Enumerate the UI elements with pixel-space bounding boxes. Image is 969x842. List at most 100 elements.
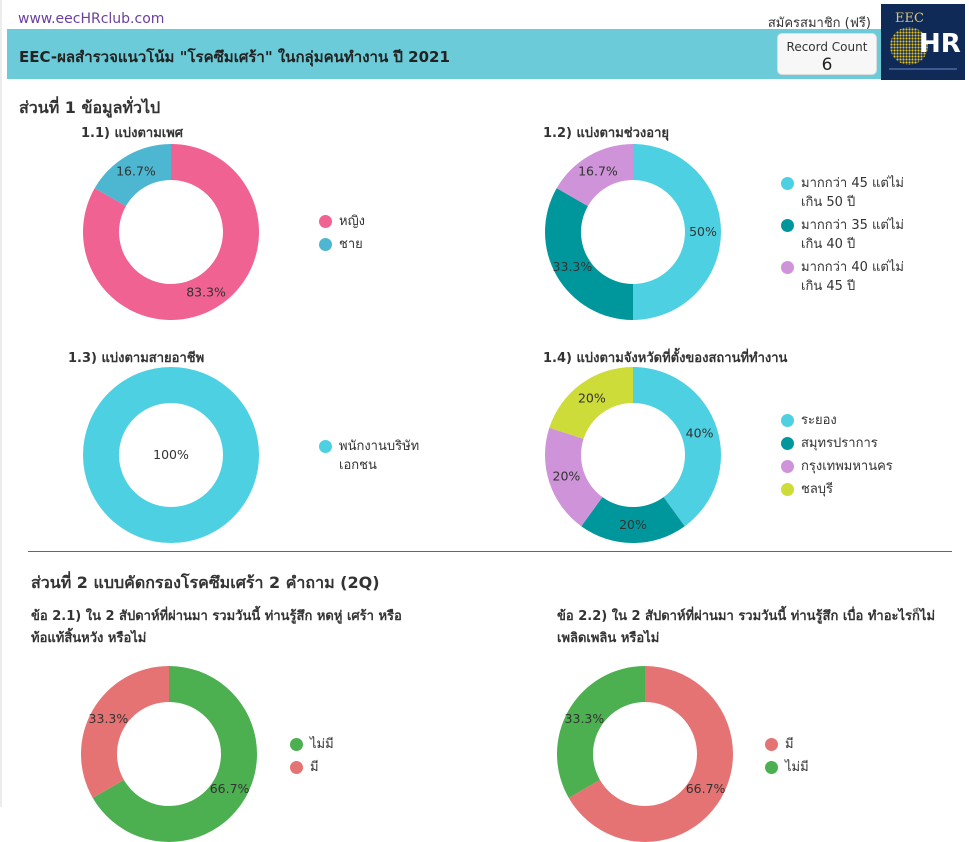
legend-label: เอกชน xyxy=(339,458,377,473)
legend-swatch xyxy=(781,177,794,190)
legend-swatch xyxy=(765,738,778,751)
legend-swatch xyxy=(781,219,794,232)
donut-chart-age[interactable]: 50% 33.3% 16.7% xyxy=(545,144,721,320)
slice-data-label: 20% xyxy=(619,517,647,532)
slice-data-label: 33.3% xyxy=(89,711,129,726)
legend-item[interactable]: ไม่มี xyxy=(290,735,334,754)
legend-item[interactable]: ระยอง xyxy=(781,411,893,430)
record-count-label: Record Count xyxy=(786,40,868,54)
legend-item[interactable]: ไม่มี xyxy=(765,758,809,777)
legend-label: หญิง xyxy=(339,214,365,229)
legend-item[interactable]: มี xyxy=(290,758,334,777)
slice-data-label: 20% xyxy=(553,469,581,484)
logo-text-hr: HR xyxy=(919,29,961,59)
donut-chart-q2-2[interactable]: 66.7% 33.3% xyxy=(557,666,733,842)
legend-label: มากกว่า 45 แต่ไม่ xyxy=(801,176,904,191)
legend-swatch xyxy=(781,460,794,473)
donut-slice[interactable] xyxy=(83,367,259,543)
donut-chart-career[interactable]: 100% xyxy=(83,367,259,543)
slice-data-label: 66.7% xyxy=(210,781,250,796)
slice-data-label: 66.7% xyxy=(686,781,726,796)
legend-label: มี xyxy=(310,760,319,775)
legend-label: มากกว่า 35 แต่ไม่ xyxy=(801,218,904,233)
donut-slice[interactable] xyxy=(83,144,260,320)
question-2-2-line-2: เพลิดเพลิน หรือไม่ xyxy=(557,631,660,646)
legend-label: เกิน 45 ปี xyxy=(801,279,856,294)
legend-item[interactable]: มากกว่า 45 แต่ไม่ เกิน 50 ปี xyxy=(781,174,904,212)
question-2-1-line-1: ข้อ 2.1) ใน 2 สัปดาห์ที่ผ่านมา รวมวันนี้… xyxy=(31,609,402,624)
logo-text-eec: EEC xyxy=(895,11,924,26)
donut-slice[interactable] xyxy=(81,666,169,798)
legend-item[interactable]: ชลบุรี xyxy=(781,480,893,499)
donut-slice[interactable] xyxy=(545,427,603,527)
question-2-1-line-2: ท้อแท้สิ้นหวัง หรือไม่ xyxy=(31,631,147,646)
section-divider xyxy=(28,551,952,552)
legend-label: สมุทรปราการ xyxy=(801,436,878,451)
top-bar: www.eecHRclub.com สมัครสมาชิก (ฟรี) xyxy=(0,0,969,31)
donut-chart-q2-1[interactable]: 66.7% 33.3% xyxy=(81,666,257,842)
chart-1-1-title: 1.1) แบ่งตามเพศ xyxy=(81,126,184,141)
donut-slice[interactable] xyxy=(92,666,257,842)
legend-age: มากกว่า 45 แต่ไม่ เกิน 50 ปีมากกว่า 35 แต… xyxy=(781,174,904,300)
question-2-1-title: ข้อ 2.1) ใน 2 สัปดาห์ที่ผ่านมา รวมวันนี้… xyxy=(31,606,402,650)
donut-chart-gender[interactable]: 83.3% 16.7% xyxy=(83,144,260,320)
legend-swatch xyxy=(781,414,794,427)
section-1-title: ส่วนที่ 1 ข้อมูลทั่วไป xyxy=(19,98,161,117)
chart-1-2-title: 1.2) แบ่งตามช่วงอายุ xyxy=(543,126,669,141)
slice-data-label: 83.3% xyxy=(186,285,226,300)
signup-link[interactable]: สมัครสมาชิก (ฟรี) xyxy=(767,16,871,31)
legend-item[interactable]: พนักงานบริษัทเอกชน xyxy=(319,437,419,475)
slice-data-label: 16.7% xyxy=(578,163,618,178)
legend-item[interactable]: กรุงเทพมหานคร xyxy=(781,457,893,476)
legend-item[interactable]: สมุทรปราการ xyxy=(781,434,893,453)
donut-slice[interactable] xyxy=(557,666,645,798)
record-count-scorecard: Record Count 6 xyxy=(777,33,877,75)
slice-data-label: 20% xyxy=(578,390,606,405)
legend-province: ระยองสมุทรปราการกรุงเทพมหานครชลบุรี xyxy=(781,411,893,503)
legend-item[interactable]: ชาย xyxy=(319,235,365,254)
legend-swatch xyxy=(781,261,794,274)
legend-swatch xyxy=(319,238,332,251)
legend-item[interactable]: มี xyxy=(765,735,809,754)
legend-swatch xyxy=(781,483,794,496)
slice-data-label: 16.7% xyxy=(116,163,156,178)
donut-slice[interactable] xyxy=(556,144,633,207)
donut-slice[interactable] xyxy=(94,144,171,207)
legend-item[interactable]: มากกว่า 40 แต่ไม่ เกิน 45 ปี xyxy=(781,258,904,296)
chart-1-3-title: 1.3) แบ่งตามสายอาชีพ xyxy=(68,351,205,366)
legend-swatch xyxy=(765,761,778,774)
legend-swatch xyxy=(290,738,303,751)
page-frame xyxy=(0,0,2,807)
legend-label: ชาย xyxy=(339,237,363,252)
donut-slice[interactable] xyxy=(581,497,685,543)
donut-slice[interactable] xyxy=(633,367,721,527)
legend-swatch xyxy=(290,761,303,774)
page-title: EEC-ผลสำรวจแนวโน้ม "โรคซึมเศร้า" ในกลุ่ม… xyxy=(19,48,450,66)
donut-chart-province[interactable]: 40% 20% 20% 20% xyxy=(545,367,721,543)
legend-label: กรุงเทพมหานคร xyxy=(801,459,893,474)
legend-label: ชลบุรี xyxy=(801,482,834,497)
donut-slice[interactable] xyxy=(633,144,721,320)
slice-data-label: 100% xyxy=(153,447,189,462)
record-count-value: 6 xyxy=(821,55,833,75)
legend-swatch xyxy=(319,215,332,228)
question-2-2-line-1: ข้อ 2.2) ใน 2 สัปดาห์ที่ผ่านมา รวมวันนี้… xyxy=(557,609,936,624)
legend-swatch xyxy=(319,440,332,453)
legend-label: มี xyxy=(785,737,794,752)
logo-graphic: EEC HR xyxy=(889,11,961,70)
donut-slice[interactable] xyxy=(549,367,633,439)
legend-label: ไม่มี xyxy=(785,760,809,775)
legend-label: พนักงานบริษัท xyxy=(339,439,420,454)
donut-slice[interactable] xyxy=(545,188,633,320)
legend-gender: หญิงชาย xyxy=(319,212,365,258)
title-bar: EEC-ผลสำรวจแนวโน้ม "โรคซึมเศร้า" ในกลุ่ม… xyxy=(7,29,881,79)
question-2-2-title: ข้อ 2.2) ใน 2 สัปดาห์ที่ผ่านมา รวมวันนี้… xyxy=(557,606,935,650)
donut-slice[interactable] xyxy=(568,666,733,842)
legend-item[interactable]: หญิง xyxy=(319,212,365,231)
legend-q2-1: ไม่มีมี xyxy=(290,735,334,781)
eec-hr-logo[interactable]: EEC HR xyxy=(881,4,965,80)
site-link[interactable]: www.eecHRclub.com xyxy=(18,11,165,27)
legend-item[interactable]: มากกว่า 35 แต่ไม่ เกิน 40 ปี xyxy=(781,216,904,254)
slice-data-label: 33.3% xyxy=(565,711,605,726)
section-2-title: ส่วนที่ 2 แบบคัดกรองโรคซึมเศร้า 2 คำถาม … xyxy=(31,573,380,592)
